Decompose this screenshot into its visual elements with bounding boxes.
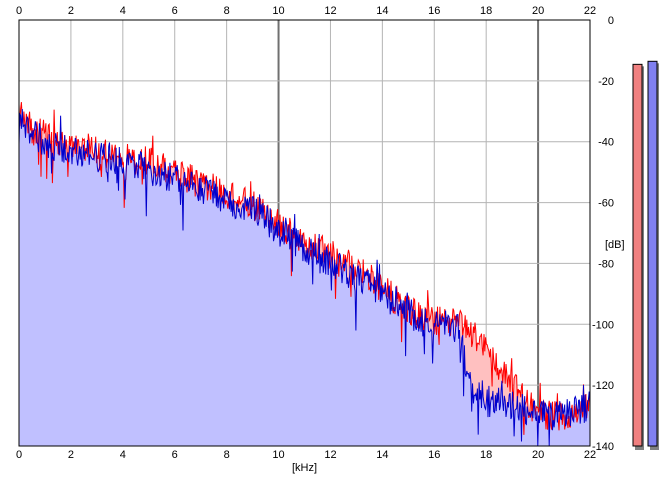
x-tick-label-top: 4	[120, 5, 126, 17]
y-ticks: 0 -20 -40 -60 -80 -100 -120 -140	[592, 15, 614, 453]
x-tick-label-top: 22	[584, 5, 596, 17]
x-ticks-bottom: 0 2 4 6 8 10 12 14 16 18 20 22	[16, 449, 596, 461]
x-tick-label-top: 20	[532, 5, 544, 17]
x-tick-label-top: 8	[224, 5, 230, 17]
x-tick-label-bottom: 14	[376, 449, 388, 461]
y-tick-label: -40	[598, 137, 614, 149]
spectrum-series	[18, 102, 591, 447]
x-tick-label-top: 16	[428, 5, 440, 17]
level-meter-1	[632, 63, 643, 447]
plot-border	[18, 19, 591, 447]
x-tick-label-bottom: 16	[428, 449, 440, 461]
level-meters	[632, 60, 659, 451]
series-fill-2	[19, 109, 590, 446]
x-tick-label-bottom: 2	[68, 449, 74, 461]
y-tick-label: -120	[592, 380, 614, 392]
series-line-1	[18, 102, 591, 435]
x-tick-label-top: 18	[480, 5, 492, 17]
x-tick-label-bottom: 6	[172, 449, 178, 461]
x-tick-label-top: 12	[324, 5, 336, 17]
x-tick-label-bottom: 18	[480, 449, 492, 461]
x-tick-label-bottom: 4	[120, 449, 126, 461]
x-tick-label-bottom: 12	[324, 449, 336, 461]
level-meter-2	[647, 60, 658, 447]
y-tick-label: -80	[598, 258, 614, 270]
x-tick-label-top: 6	[172, 5, 178, 17]
y-tick-label: -60	[598, 198, 614, 210]
x-tick-label-top: 0	[16, 5, 22, 17]
series-line-2	[18, 108, 591, 447]
x-tick-label-bottom: 10	[272, 449, 284, 461]
x-axis-label: [kHz]	[292, 462, 317, 474]
x-tick-label-top: 10	[272, 5, 284, 17]
y-tick-label: -140	[592, 441, 614, 453]
x-tick-label-bottom: 20	[532, 449, 544, 461]
x-tick-label-bottom: 22	[584, 449, 596, 461]
y-axis-label: [dB]	[605, 239, 625, 251]
y-tick-label: -100	[592, 319, 614, 331]
x-ticks-top: 0 2 4 6 8 10 12 14 16 18 20 22	[16, 5, 596, 17]
x-tick-label-bottom: 0	[16, 449, 22, 461]
x-tick-label-top: 2	[68, 5, 74, 17]
x-tick-label-top: 14	[376, 5, 388, 17]
y-tick-label: -20	[598, 76, 614, 88]
y-tick-label: 0	[608, 15, 614, 27]
x-tick-label-bottom: 8	[224, 449, 230, 461]
